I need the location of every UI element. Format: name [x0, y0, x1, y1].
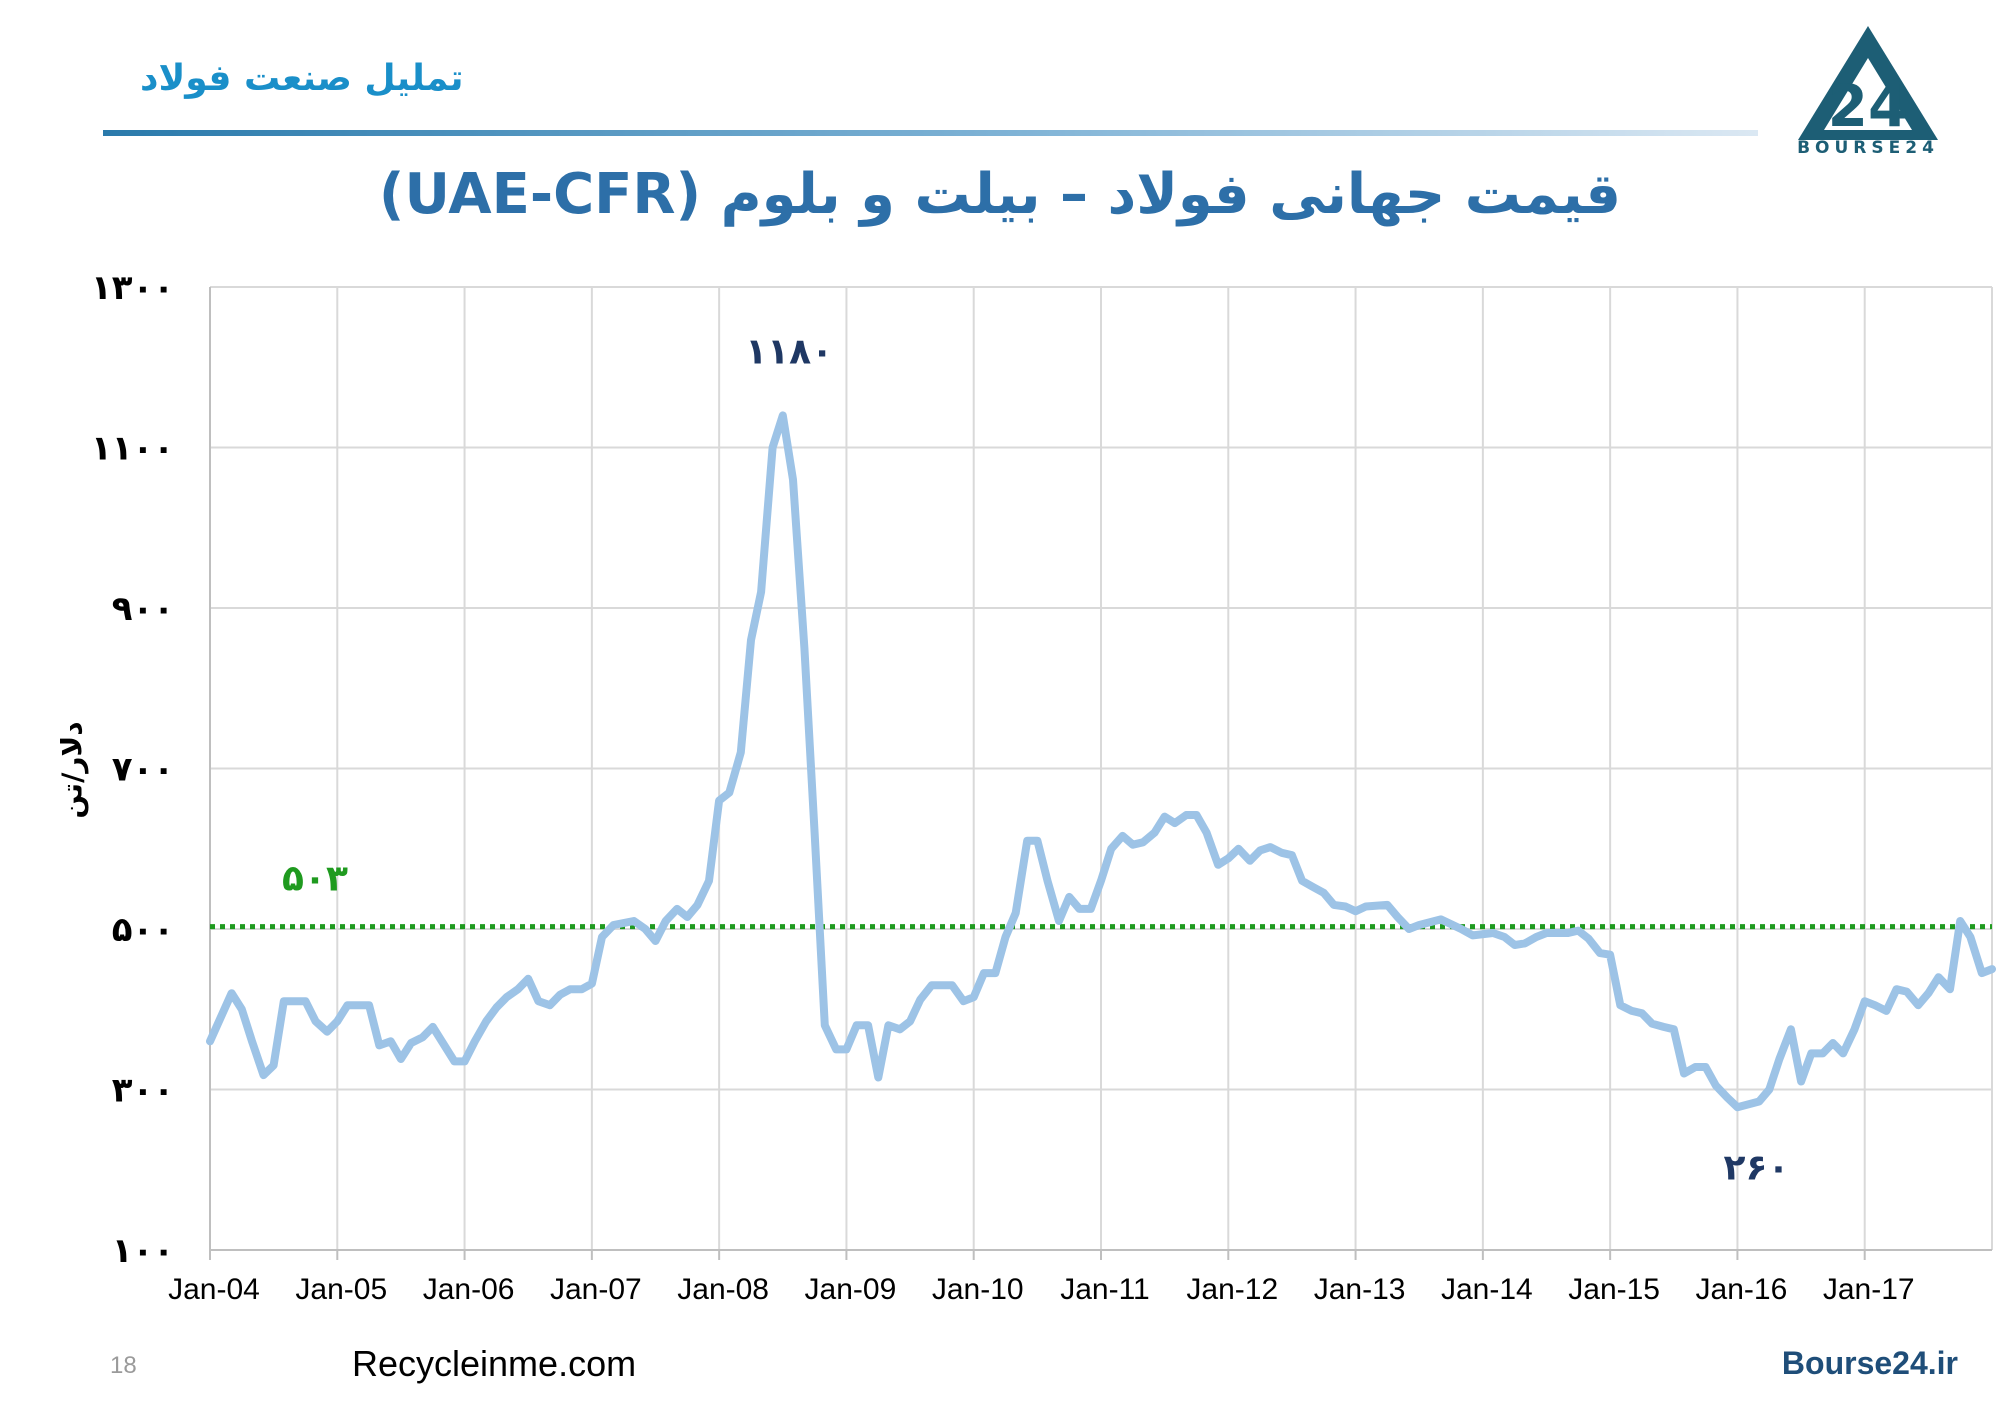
y-tick-label: ۱۱۰۰ — [91, 429, 174, 469]
y-tick-label: ۳۰۰ — [112, 1071, 174, 1111]
x-tick-label: Jan-13 — [1314, 1273, 1406, 1306]
x-tick-label: Jan-14 — [1441, 1273, 1533, 1306]
source-text: Recycleinme.com — [352, 1343, 637, 1384]
x-tick-label: Jan-08 — [677, 1273, 769, 1306]
site-url: Bourse24.ir — [1781, 1345, 1958, 1381]
y-tick-label: ۹۰۰ — [112, 589, 174, 629]
x-tick-label: Jan-05 — [295, 1273, 387, 1306]
data-label: ۲۶۰ — [1724, 1148, 1790, 1189]
data-label: ۱۱۸۰ — [745, 331, 833, 372]
logo-glyph: 24 — [1828, 72, 1909, 140]
x-tick-label: Jan-07 — [550, 1273, 642, 1306]
x-tick-label: Jan-10 — [932, 1273, 1024, 1306]
logo-caption: BOURSE24 — [1797, 138, 1939, 158]
y-tick-label: ۷۰۰ — [112, 750, 174, 790]
header-rule — [103, 130, 1758, 136]
x-tick-label: Jan-04 — [168, 1273, 260, 1306]
x-tick-label: Jan-06 — [423, 1273, 515, 1306]
x-tick-label: Jan-12 — [1186, 1273, 1278, 1306]
x-tick-label: Jan-16 — [1696, 1273, 1788, 1306]
series-line — [206, 411, 1996, 1112]
x-tick-label: Jan-11 — [1060, 1273, 1150, 1306]
x-tick-label: Jan-15 — [1568, 1273, 1660, 1306]
y-tick-label: ۱۰۰ — [112, 1231, 174, 1271]
bourse24-logo-icon: 24 — [1798, 26, 1938, 140]
x-tick-label: Jan-09 — [805, 1273, 897, 1306]
page-number: 18 — [110, 1352, 137, 1379]
x-tick-label: Jan-17 — [1823, 1273, 1915, 1306]
chart-title: قیمت جهانی فولاد – بیلت و بلوم (UAE-CFR) — [378, 162, 1622, 227]
y-tick-label: ۵۰۰ — [112, 910, 174, 950]
reference-line-label: ۵۰۳ — [282, 859, 348, 900]
brand-text: تملیل صنعت فولاد — [140, 58, 464, 99]
y-tick-label: ۱۳۰۰ — [91, 268, 174, 308]
